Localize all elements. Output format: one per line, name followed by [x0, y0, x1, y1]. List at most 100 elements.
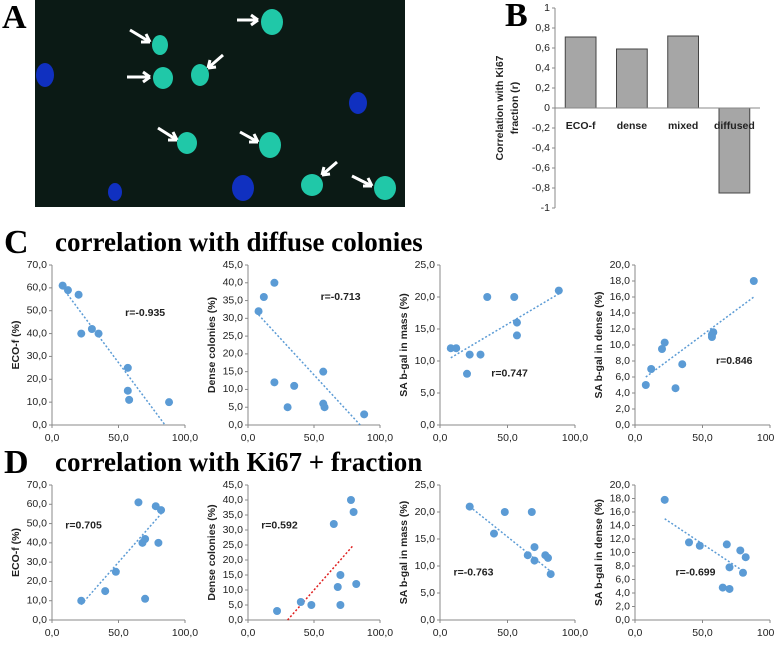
x-tick-label: 50,0	[497, 432, 518, 444]
y-tick-label: -1	[541, 202, 550, 214]
point	[283, 403, 292, 412]
annotation: r=0.705	[65, 519, 102, 531]
y-tick-label: 70,0	[27, 479, 48, 491]
trendline	[645, 296, 755, 378]
y-tick-label: 0,0	[32, 419, 47, 431]
bar	[667, 35, 699, 109]
y-tick-label: 5,0	[228, 401, 243, 413]
y-tick-label: 2,0	[615, 600, 630, 612]
y-axis-label: ECO-f (%)	[10, 321, 22, 370]
point	[270, 278, 279, 287]
y-tick-label: -0,4	[532, 142, 550, 154]
x-tick-label: 50,0	[304, 432, 325, 444]
point	[530, 556, 539, 565]
point	[718, 583, 727, 592]
micrograph	[35, 0, 405, 207]
point	[530, 543, 539, 552]
point	[512, 318, 521, 327]
bar	[718, 107, 751, 194]
y-axis-label: Dense colonies (%)	[206, 297, 218, 393]
y-tick-label: 20,0	[610, 259, 631, 271]
point	[296, 598, 305, 606]
y-tick-label: 60,0	[27, 282, 48, 294]
point	[349, 508, 358, 516]
y-tick-label: 45,0	[223, 479, 244, 491]
point	[739, 568, 747, 577]
y-tick-label: 40,0	[27, 537, 48, 549]
panel-letter: A	[2, 0, 27, 36]
point	[512, 331, 521, 340]
point	[74, 290, 83, 299]
point	[154, 538, 163, 547]
y-tick-label: 25,0	[415, 479, 436, 491]
y-axis-label: Dense colonies (%)	[206, 504, 218, 600]
point	[141, 594, 150, 603]
point	[259, 293, 268, 301]
y-tick-label: 0,0	[32, 614, 47, 626]
trendline	[664, 518, 747, 574]
y-tick-label: 50,0	[27, 304, 48, 316]
point	[360, 410, 369, 419]
y-tick-label: 10,0	[610, 339, 631, 351]
y-tick-label: 0,4	[535, 62, 550, 74]
point	[554, 286, 563, 295]
point	[725, 563, 734, 572]
y-tick-label: 20,0	[415, 506, 436, 518]
point	[290, 381, 299, 390]
x-tick-label: 50,0	[497, 627, 518, 639]
x-tick-label: 50,0	[692, 432, 713, 444]
x-tick-label: 0,0	[433, 627, 448, 639]
x-tick-label: 0,0	[241, 627, 256, 639]
y-tick-label: 35,0	[223, 294, 244, 306]
point	[523, 551, 532, 560]
point	[510, 293, 519, 301]
point	[125, 395, 134, 404]
x-tick-label: 100,0	[757, 627, 775, 639]
y-tick-label: 20,0	[415, 291, 436, 303]
y-tick-label: 30,0	[27, 556, 48, 568]
point	[254, 307, 263, 316]
x-tick-label: 0,0	[241, 432, 256, 444]
point	[483, 293, 492, 301]
y-tick-label: 10,0	[27, 396, 48, 408]
y-tick-label: 0,0	[615, 419, 630, 431]
y-tick-label: 5,0	[420, 587, 435, 599]
y-tick-label: 0	[544, 102, 550, 114]
point	[123, 363, 132, 372]
x-tick-label: 0,0	[433, 432, 448, 444]
trendline	[450, 293, 560, 359]
y-tick-label: 15,0	[223, 569, 244, 581]
point	[671, 384, 680, 393]
annotation: r=-0.935	[125, 307, 165, 319]
y-tick-label: 20,0	[223, 554, 244, 566]
y-tick-label: -0,2	[532, 122, 550, 134]
point	[725, 584, 734, 593]
y-tick-label: 20,0	[223, 348, 244, 360]
y-tick-label: 18,0	[610, 275, 631, 287]
x-tick-label: 0,0	[45, 432, 60, 444]
y-tick-label: 0,8	[535, 22, 550, 34]
point	[101, 587, 110, 596]
y-tick-label: 50,0	[27, 517, 48, 529]
point	[660, 338, 669, 347]
y-tick-label: 16,0	[610, 291, 631, 303]
point	[346, 496, 355, 504]
y-tick-label: 0,0	[420, 614, 435, 626]
y-tick-label: 12,0	[610, 533, 631, 545]
y-tick-label: 0,0	[615, 614, 630, 626]
x-tick-label: 50,0	[692, 627, 713, 639]
x-tick-label: diffused	[714, 120, 755, 132]
y-tick-label: -0,6	[532, 162, 550, 174]
point	[695, 541, 704, 550]
y-tick-label: 25,0	[223, 539, 244, 551]
x-tick-label: 50,0	[108, 627, 129, 639]
bar	[616, 48, 648, 109]
point	[660, 495, 669, 504]
y-tick-label: 30,0	[223, 312, 244, 324]
x-tick-label: 100,0	[367, 627, 393, 639]
y-tick-label: 10,0	[610, 546, 631, 558]
y-tick-label: 35,0	[223, 509, 244, 521]
point	[63, 286, 72, 295]
point	[87, 325, 96, 333]
y-tick-label: 6,0	[615, 573, 630, 585]
